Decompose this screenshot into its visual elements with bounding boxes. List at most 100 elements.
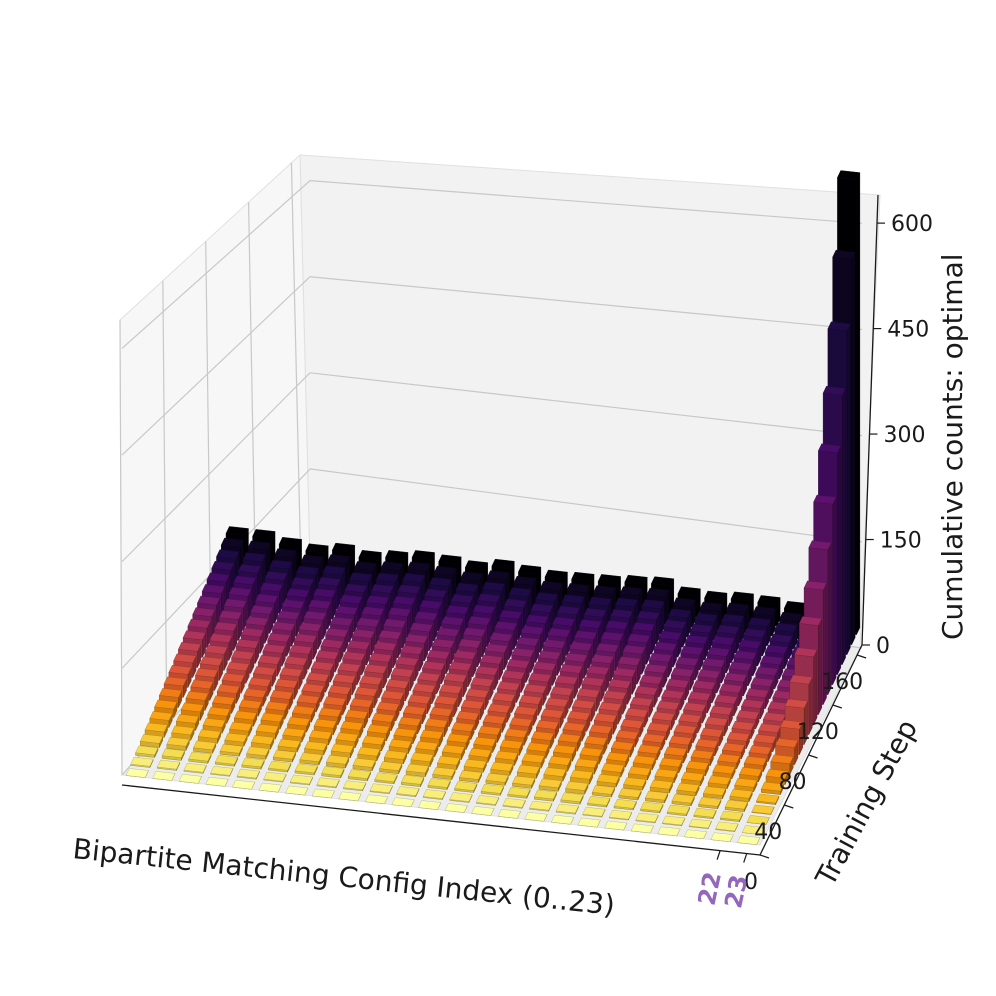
- bar: [224, 732, 248, 747]
- bar: [343, 780, 367, 792]
- bar-side-face: [846, 323, 851, 655]
- bar-top-face: [685, 634, 709, 645]
- bar-top-face: [552, 616, 576, 627]
- bar-top-face: [185, 691, 209, 701]
- bar-top-face: [803, 580, 827, 591]
- bar-top-face: [687, 691, 711, 701]
- bar-top-face: [398, 716, 422, 727]
- bar-top-face: [335, 732, 359, 742]
- bar: [321, 766, 345, 779]
- bar-top-face: [258, 782, 282, 793]
- bar-top-face: [441, 616, 465, 626]
- bar-top-face: [551, 814, 575, 825]
- bar-top-face: [356, 617, 380, 628]
- bar-top-face: [427, 778, 451, 788]
- bar-top-face: [739, 767, 763, 777]
- bar-top-face: [557, 733, 581, 743]
- bar-top-face: [390, 667, 414, 678]
- bar-top-face: [584, 735, 608, 746]
- bar-top-face: [586, 665, 610, 676]
- bar-top-face: [651, 711, 675, 722]
- bar: [125, 768, 149, 778]
- bar-top-face: [312, 588, 337, 598]
- bar-top-face: [596, 774, 620, 784]
- bar-top-face: [299, 752, 323, 762]
- bar-top-face: [449, 792, 473, 802]
- bar-top-face: [717, 753, 741, 764]
- bar-top-face: [378, 630, 402, 640]
- bar-top-face: [154, 699, 178, 710]
- bar-top-face: [216, 549, 240, 559]
- bar-top-face: [518, 695, 542, 705]
- bar-top-face: [610, 608, 634, 619]
- bar-top-face: [152, 771, 176, 781]
- bar-top-face: [460, 571, 484, 582]
- bar: [565, 781, 589, 795]
- bar-top-face: [206, 572, 230, 583]
- bar-top-face: [529, 800, 553, 811]
- bar-top-face: [306, 672, 330, 682]
- bar-top-face: [293, 633, 318, 644]
- bar-top-face: [353, 561, 377, 571]
- bar: [623, 777, 647, 791]
- bar: [640, 801, 664, 814]
- bar-top-face: [424, 718, 448, 728]
- y-tick-label: 40: [754, 820, 782, 845]
- bar-top-face: [436, 627, 460, 638]
- bar-top-face: [458, 638, 482, 649]
- bar-top-face: [715, 821, 739, 832]
- bar: [410, 752, 434, 767]
- bar-top-face: [499, 609, 523, 620]
- bar-top-face: [711, 635, 735, 646]
- bar: [289, 774, 314, 786]
- bar-top-face: [506, 659, 530, 669]
- bar-top-face: [166, 736, 190, 747]
- bar-top-face: [278, 537, 302, 547]
- bar: [645, 790, 669, 804]
- bar-top-face: [635, 812, 659, 823]
- bar-top-face: [446, 733, 470, 743]
- bar-top-face: [253, 666, 277, 676]
- bar-top-face: [726, 602, 750, 613]
- bar-top-face: [597, 574, 621, 584]
- bar-top-face: [591, 785, 615, 795]
- bar-top-face: [827, 321, 851, 332]
- bar-top-face: [495, 750, 519, 761]
- bar-top-face: [417, 672, 441, 682]
- bar-top-face: [182, 630, 206, 640]
- bar-top-face: [671, 793, 695, 804]
- bar-top-face: [214, 754, 239, 765]
- bar-top-face: [422, 661, 446, 671]
- bar: [702, 786, 727, 800]
- y-tick-mark: [856, 654, 867, 659]
- bar-top-face: [420, 729, 444, 740]
- bar-top-face: [647, 722, 671, 733]
- bar-top-face: [207, 706, 231, 717]
- bar-top-face: [706, 647, 731, 657]
- bar-top-face: [434, 695, 458, 706]
- bar-top-face: [617, 656, 641, 666]
- bar-top-face: [492, 692, 516, 702]
- bar-top-face: [661, 689, 685, 700]
- bar-top-face: [657, 826, 681, 837]
- bar-top-face: [247, 540, 271, 551]
- bar-top-face: [380, 561, 404, 571]
- bar-side-face: [856, 172, 861, 635]
- bar-top-face: [204, 644, 228, 655]
- bar-top-face: [130, 756, 154, 767]
- bar: [418, 800, 442, 810]
- bar-top-face: [330, 616, 354, 627]
- bar: [529, 800, 553, 812]
- bar-top-face: [704, 716, 729, 727]
- bar-top-face: [756, 793, 780, 804]
- bar-top-face: [537, 650, 562, 660]
- bar-top-face: [720, 810, 744, 821]
- bar-top-face: [639, 674, 663, 685]
- bar-top-face: [300, 554, 324, 565]
- z-axis-label: Cumulative counts: optimal: [936, 253, 969, 640]
- bar: [449, 792, 473, 803]
- bar-top-face: [443, 672, 467, 683]
- bar: [737, 835, 761, 845]
- bar-top-face: [187, 618, 211, 629]
- bar-top-face: [397, 584, 421, 594]
